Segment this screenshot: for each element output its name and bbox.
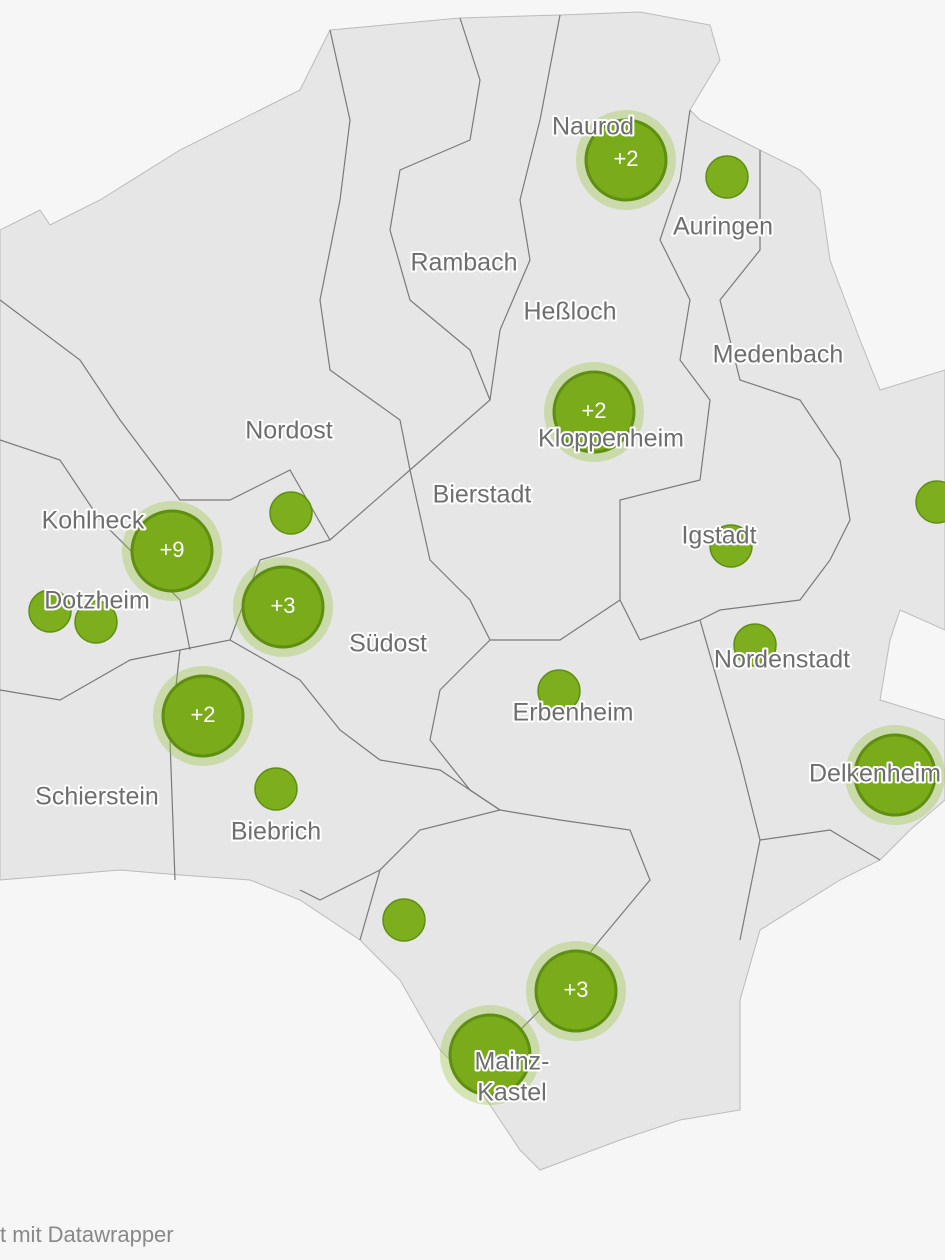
cluster-count: +3 [563, 977, 588, 1002]
marker[interactable] [74, 600, 118, 644]
cluster-count: +2 [190, 702, 215, 727]
cluster[interactable] [534, 949, 618, 1033]
cluster[interactable] [853, 733, 937, 817]
district-label: Naurod [552, 113, 634, 141]
district-label: Bierstadt [433, 481, 532, 509]
marker[interactable] [915, 480, 945, 524]
cluster[interactable] [584, 118, 668, 202]
marker[interactable] [709, 524, 753, 568]
district-borders [0, 14, 881, 1051]
district-labels: Naurod Auringen Rambach Heßloch Medenbac… [33, 111, 943, 1109]
district-label: Schierstein [35, 783, 159, 811]
footer: t mit Datawrapper [0, 1222, 174, 1247]
district-label: Rambach [411, 249, 518, 277]
district-label: Delkenheim [809, 760, 941, 788]
district-label: Medenbach [713, 341, 844, 369]
cluster-count: +2 [613, 146, 638, 171]
marker[interactable] [382, 898, 426, 942]
district-label: Kohlheck [42, 507, 145, 535]
marker[interactable] [537, 669, 581, 713]
cluster-count: +9 [159, 537, 184, 562]
markers [28, 155, 945, 942]
marker[interactable] [28, 589, 72, 633]
marker[interactable] [254, 767, 298, 811]
district-label: Igstadt [681, 522, 756, 550]
cluster-count: +2 [581, 398, 606, 423]
cluster[interactable] [448, 1013, 532, 1097]
clusters: +2 +2 +9 +3 +2 +3 [122, 110, 945, 1105]
cluster[interactable] [130, 509, 214, 593]
district-label: Auringen [673, 213, 773, 241]
district-label: Südost [349, 630, 427, 658]
city-area [0, 11, 945, 1171]
marker[interactable] [733, 623, 777, 667]
cluster[interactable] [241, 565, 325, 649]
district-label: Nordost [245, 417, 333, 445]
cluster-count: +3 [270, 593, 295, 618]
district-label: Erbenheim [513, 699, 634, 727]
district-label: Heßloch [523, 298, 616, 326]
district-label: Nordenstadt [714, 646, 850, 674]
district-label: Kastel [477, 1079, 546, 1107]
marker[interactable] [269, 491, 313, 535]
district-label: Mainz- [474, 1048, 549, 1076]
cluster[interactable] [161, 674, 245, 758]
marker[interactable] [705, 155, 749, 199]
district-label: Kloppenheim [538, 425, 684, 453]
district-label: Biebrich [231, 818, 321, 846]
cluster[interactable] [552, 370, 636, 454]
district-label: Dotzheim [44, 587, 150, 615]
